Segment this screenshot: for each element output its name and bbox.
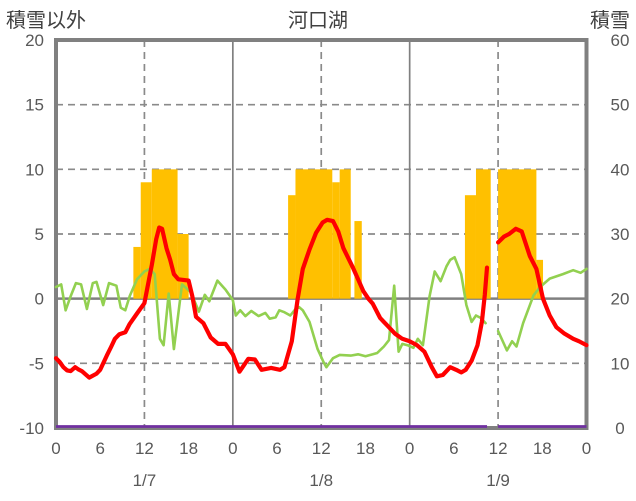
right-axis-tick-label: 30 [611,225,630,244]
x-axis-hour-label: 12 [135,439,154,458]
right-axis-tick-label: 40 [611,160,630,179]
x-axis-hour-label: 0 [228,439,237,458]
x-axis-hour-label: 6 [449,439,458,458]
left-axis-tick-label: 15 [25,96,44,115]
right-axis-tick-label: 0 [615,419,624,438]
red-line-series [53,217,490,380]
orange-bar [140,182,152,299]
plot-border [54,38,589,430]
left-axis-tick-label: 20 [25,31,44,50]
red-line-series [496,226,589,348]
green-line-series [496,267,588,352]
x-axis-hour-label: 0 [51,439,60,458]
x-axis-hour-label: 0 [405,439,414,458]
left-axis-tick-label: 0 [35,290,44,309]
right-axis-tick-label: 10 [611,354,630,373]
chart-title: 河口湖 [288,10,348,32]
orange-bar [133,246,141,299]
x-axis-hour-label: 6 [95,439,104,458]
orange-bar [498,169,537,299]
right-axis-title: 積雪 [590,10,630,32]
green-line-series [54,255,487,369]
orange-bar [332,182,340,299]
orange-bar [475,169,491,299]
x-axis-hour-label: 18 [179,439,198,458]
x-axis-hour-label: 12 [489,439,508,458]
left-axis-tick-label: -10 [19,419,44,438]
left-axis-tick-label: 5 [35,225,44,244]
x-axis-hour-label: 6 [272,439,281,458]
right-axis-tick-label: 20 [611,290,630,309]
x-axis-hour-label: 18 [533,439,552,458]
left-axis-tick-label: 10 [25,160,44,179]
x-axis-day-label: 1/7 [133,471,157,490]
orange-bar [354,221,362,299]
orange-bar [177,234,189,299]
orange-bar [339,169,351,299]
x-axis-hour-label: 0 [582,439,591,458]
x-axis-day-label: 1/9 [486,471,510,490]
right-axis-tick-label: 60 [611,31,630,50]
x-axis-hour-label: 18 [356,439,375,458]
x-axis-day-label: 1/8 [309,471,333,490]
right-axis-tick-label: 50 [611,96,630,115]
orange-bar [464,195,476,299]
x-axis-hour-label: 12 [312,439,331,458]
left-axis-tick-label: -5 [29,354,44,373]
orange-bar [288,195,296,299]
left-axis-title: 積雪以外 [6,10,86,32]
